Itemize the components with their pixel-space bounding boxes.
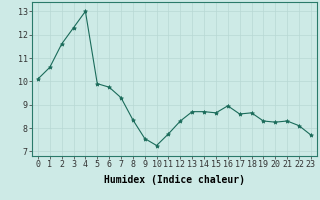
X-axis label: Humidex (Indice chaleur): Humidex (Indice chaleur)	[104, 175, 245, 185]
